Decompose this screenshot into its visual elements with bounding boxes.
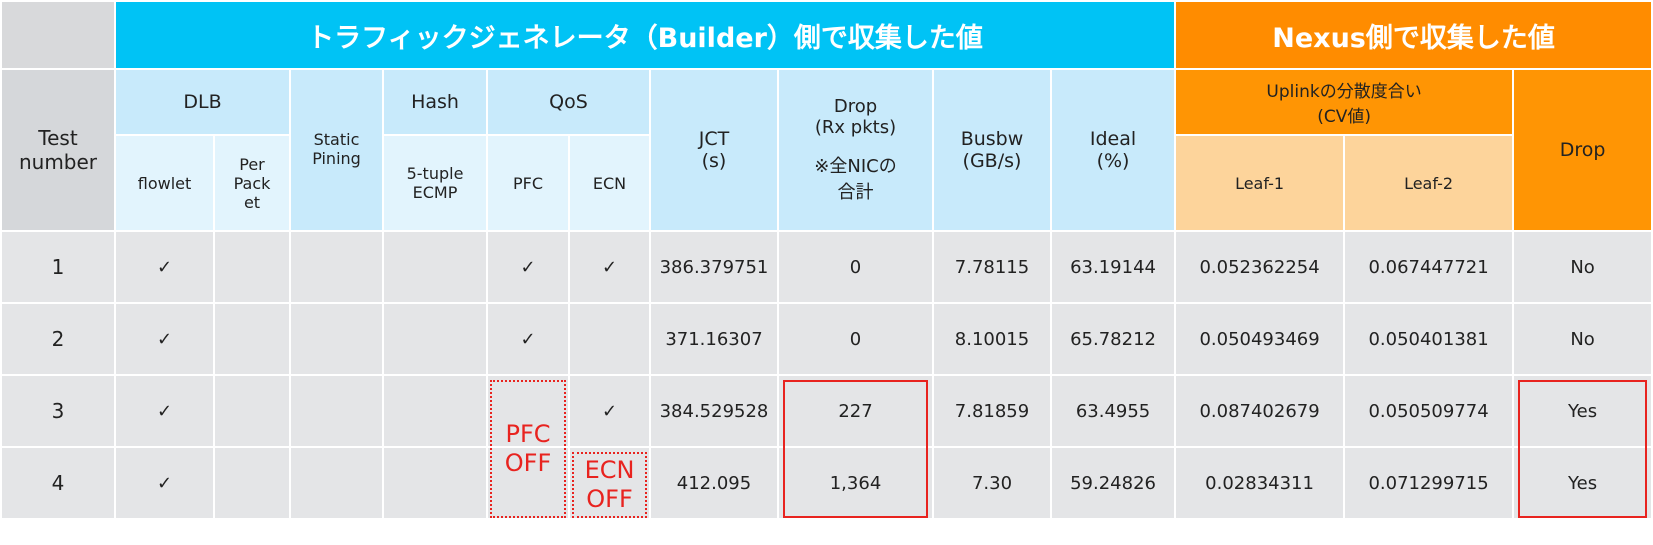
- col-header: Drop (Rx pkts) ※全NICの 合計: [779, 70, 932, 230]
- cell-hash: [384, 304, 486, 374]
- cell-nexus-drop: Yes: [1514, 376, 1652, 446]
- cell-pfc: ✓: [488, 304, 568, 374]
- col-header: Ideal (%): [1052, 70, 1175, 230]
- cell-per-packet: [215, 232, 289, 302]
- cell-leaf1: 0.087402679: [1176, 376, 1344, 446]
- cell-drop: 1,364: [779, 448, 932, 518]
- cell-pfc: [488, 376, 568, 446]
- cell-hash: [384, 232, 486, 302]
- cell-drop: 0: [779, 232, 932, 302]
- col-header-text: Drop (Rx pkts): [814, 96, 897, 138]
- cell-leaf1: 0.052362254: [1176, 232, 1344, 302]
- cell-pfc: ✓: [488, 232, 568, 302]
- cell-flowlet: ✓: [116, 304, 213, 374]
- cell-ecn: ✓: [570, 232, 649, 302]
- builder-header: トラフィックジェネレータ（Builder）側で収集した値: [116, 2, 1175, 68]
- col-header: Leaf-1: [1176, 136, 1344, 230]
- cell-ideal: 63.19144: [1052, 232, 1175, 302]
- results-table: トラフィックジェネレータ（Builder）側で収集した値 Nexus側で収集した…: [2, 2, 1652, 518]
- col-header: JCT (s): [651, 70, 777, 230]
- cell-nexus-drop: No: [1514, 304, 1652, 374]
- cell-static: [291, 304, 382, 374]
- cell-busbw: 7.30: [934, 448, 1050, 518]
- col-header: 5-tuple ECMP: [384, 136, 486, 230]
- table-row: 2 ✓ ✓ 371.16307 0 8.10015 65.78212 0.050493469 0…: [2, 304, 1652, 374]
- cell-per-packet: [215, 376, 289, 446]
- cell-drop: 0: [779, 304, 932, 374]
- col-header: ECN: [570, 136, 649, 230]
- cell-flowlet: ✓: [116, 376, 213, 446]
- col-header: Static Pining: [291, 70, 382, 230]
- cell-per-packet: [215, 448, 289, 518]
- col-note: ※全NICの 合計: [814, 156, 897, 203]
- cell-test: 1: [2, 232, 114, 302]
- col-header: Hash: [384, 70, 486, 134]
- nexus-header: Nexus側で収集した値: [1176, 2, 1652, 68]
- cell-per-packet: [215, 304, 289, 374]
- col-header: Busbw (GB/s): [934, 70, 1050, 230]
- cell-leaf1: 0.050493469: [1176, 304, 1344, 374]
- cell-hash: [384, 376, 486, 446]
- cell-leaf2: 0.050509774: [1345, 376, 1513, 446]
- table-row: 4 ✓ 412.095 1,364 7.30 59.24826 0.02834311 0.07…: [2, 448, 1652, 518]
- cell-hash: [384, 448, 486, 518]
- cell-static: [291, 376, 382, 446]
- cell-leaf1: 0.02834311: [1176, 448, 1344, 518]
- ecn-off-annotation: ECN OFF: [572, 452, 647, 518]
- col-header: Leaf-2: [1345, 136, 1513, 230]
- col-header: Per Pack et: [215, 136, 289, 230]
- col-header: Drop: [1514, 70, 1652, 230]
- cell-drop: 227: [779, 376, 932, 446]
- cell-test: 3: [2, 376, 114, 446]
- cell-ecn: ✓: [570, 376, 649, 446]
- cell-jct: 412.095: [651, 448, 777, 518]
- cell-test: 4: [2, 448, 114, 518]
- cell-jct: 386.379751: [651, 232, 777, 302]
- cell-flowlet: ✓: [116, 448, 213, 518]
- cell-ecn: [570, 448, 649, 518]
- cell-flowlet: ✓: [116, 232, 213, 302]
- cell-static: [291, 232, 382, 302]
- table-body: 1 ✓ ✓ ✓ 386.379751 0 7.78115 63.19144 0.05236225…: [2, 232, 1652, 518]
- cell-ideal: 65.78212: [1052, 304, 1175, 374]
- highlight-box: [1518, 380, 1648, 518]
- col-header: PFC: [488, 136, 568, 230]
- cell-busbw: 7.78115: [934, 232, 1050, 302]
- cell-nexus-drop: Yes: [1514, 448, 1652, 518]
- highlight-box: [783, 380, 928, 518]
- cell-leaf2: 0.071299715: [1345, 448, 1513, 518]
- cell-leaf2: 0.067447721: [1345, 232, 1513, 302]
- col-header: Test number: [2, 70, 114, 230]
- cell-test: 2: [2, 304, 114, 374]
- cell-nexus-drop: No: [1514, 232, 1652, 302]
- corner-cell: [2, 2, 114, 68]
- cell-busbw: 8.10015: [934, 304, 1050, 374]
- col-header: flowlet: [116, 136, 213, 230]
- cell-leaf2: 0.050401381: [1345, 304, 1513, 374]
- col-header: Uplinkの分散度合い (CV値): [1176, 70, 1513, 134]
- table-row: 1 ✓ ✓ ✓ 386.379751 0 7.78115 63.19144 0.05236225…: [2, 232, 1652, 302]
- pfc-off-annotation: PFC OFF: [490, 380, 566, 518]
- cell-ecn: [570, 304, 649, 374]
- cell-static: [291, 448, 382, 518]
- col-header: DLB: [116, 70, 289, 134]
- table-row: 3 ✓ ✓ 384.529528 227 7.81859 63.4955 0.08740267…: [2, 376, 1652, 446]
- cell-ideal: 63.4955: [1052, 376, 1175, 446]
- cell-busbw: 7.81859: [934, 376, 1050, 446]
- cell-ideal: 59.24826: [1052, 448, 1175, 518]
- cell-jct: 371.16307: [651, 304, 777, 374]
- cell-pfc: [488, 448, 568, 518]
- cell-jct: 384.529528: [651, 376, 777, 446]
- col-header: QoS: [488, 70, 649, 134]
